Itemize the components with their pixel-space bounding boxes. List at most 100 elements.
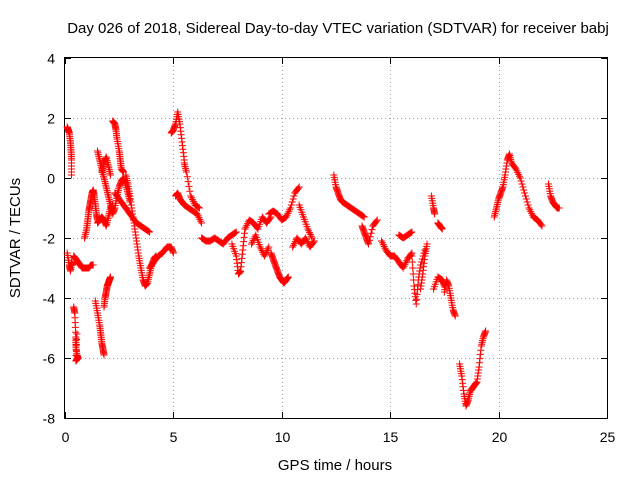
- data-point: [303, 236, 311, 244]
- data-point: [373, 216, 381, 224]
- data-point: [517, 177, 525, 185]
- series-x: [295, 201, 316, 242]
- y-tick-label: -4: [43, 291, 56, 307]
- data-point: [555, 204, 563, 212]
- data-point: [290, 239, 298, 247]
- data-point: [528, 209, 536, 217]
- series-u: [267, 249, 292, 287]
- series-a: [63, 249, 77, 275]
- data-point: [302, 234, 310, 242]
- series-b: [63, 123, 76, 179]
- x-tick-label: 15: [383, 429, 399, 445]
- data-point: [308, 234, 316, 242]
- data-point: [519, 183, 527, 191]
- data-point: [408, 258, 416, 266]
- data-point: [145, 227, 153, 235]
- series-j: [98, 153, 115, 179]
- data-point: [368, 226, 376, 234]
- data-point: [187, 192, 195, 200]
- data-point: [360, 213, 368, 221]
- data-point: [188, 194, 196, 202]
- data-point: [144, 227, 152, 235]
- y-tick-label: 2: [47, 111, 55, 127]
- series-p: [172, 189, 206, 227]
- data-point: [515, 170, 523, 178]
- series-ak: [544, 180, 563, 212]
- data-point: [193, 210, 201, 218]
- data-point: [241, 225, 249, 233]
- data-point: [256, 243, 264, 251]
- series-f: [91, 297, 108, 359]
- data-point: [306, 229, 314, 237]
- data-point: [286, 206, 294, 214]
- data-point: [295, 183, 303, 191]
- data-point: [437, 275, 445, 283]
- data-point: [359, 212, 367, 220]
- data-point: [403, 257, 411, 265]
- data-point: [146, 228, 154, 236]
- data-point: [282, 213, 290, 221]
- series-c: [70, 303, 82, 365]
- data-point: [248, 238, 256, 246]
- data-point: [289, 195, 297, 203]
- data-point: [107, 171, 115, 179]
- data-point: [408, 252, 416, 260]
- y-tick-label: -2: [43, 231, 56, 247]
- data-point: [407, 229, 415, 237]
- series-n: [146, 243, 177, 272]
- data-point: [197, 217, 205, 225]
- data-point: [249, 236, 257, 244]
- data-point: [537, 221, 545, 229]
- data-point: [408, 228, 416, 236]
- data-point: [525, 204, 533, 212]
- data-point: [243, 221, 251, 229]
- data-point: [232, 228, 240, 236]
- series-t: [247, 231, 273, 260]
- series-d: [70, 252, 97, 272]
- series-ae: [427, 192, 439, 218]
- data-point: [107, 273, 115, 281]
- data-point: [438, 225, 446, 233]
- data-point: [257, 245, 265, 253]
- y-tick-label: 0: [47, 171, 55, 187]
- data-point: [231, 229, 239, 237]
- data-point: [409, 264, 417, 272]
- data-point: [482, 327, 490, 335]
- data-point: [188, 196, 196, 204]
- data-point: [195, 203, 203, 211]
- data-point: [303, 238, 311, 246]
- x-tick-label: 25: [600, 429, 616, 445]
- data-point: [307, 232, 315, 240]
- data-point: [100, 351, 108, 359]
- series-aa: [378, 237, 416, 272]
- data-point: [402, 259, 410, 267]
- series-ai: [456, 327, 490, 410]
- data-point: [513, 167, 521, 175]
- data-point: [521, 192, 529, 200]
- data-point: [417, 261, 425, 269]
- data-point: [89, 261, 97, 269]
- series-ag: [434, 219, 446, 233]
- plot-frame: [64, 57, 608, 419]
- data-point: [184, 178, 192, 186]
- x-tick-label: 5: [170, 429, 178, 445]
- y-tick-labels: -8 -6 -4 -2 0 2 4: [43, 51, 56, 427]
- series-q: [180, 159, 203, 212]
- series-s: [228, 213, 275, 278]
- data-point: [366, 233, 374, 241]
- series-ah: [440, 276, 459, 320]
- data-point: [185, 182, 193, 190]
- data-point: [512, 165, 520, 173]
- data-point: [514, 169, 522, 177]
- data-point: [260, 252, 268, 260]
- data-point: [290, 192, 298, 200]
- data-point: [182, 168, 190, 176]
- chart-title: Day 026 of 2018, Sidereal Day-to-day VTE…: [67, 20, 609, 37]
- data-point: [195, 204, 203, 212]
- data-point: [242, 223, 250, 231]
- data-point: [196, 215, 204, 223]
- data-point: [451, 312, 459, 320]
- data-point: [284, 273, 292, 281]
- series-e: [81, 186, 102, 242]
- series-r: [198, 228, 240, 248]
